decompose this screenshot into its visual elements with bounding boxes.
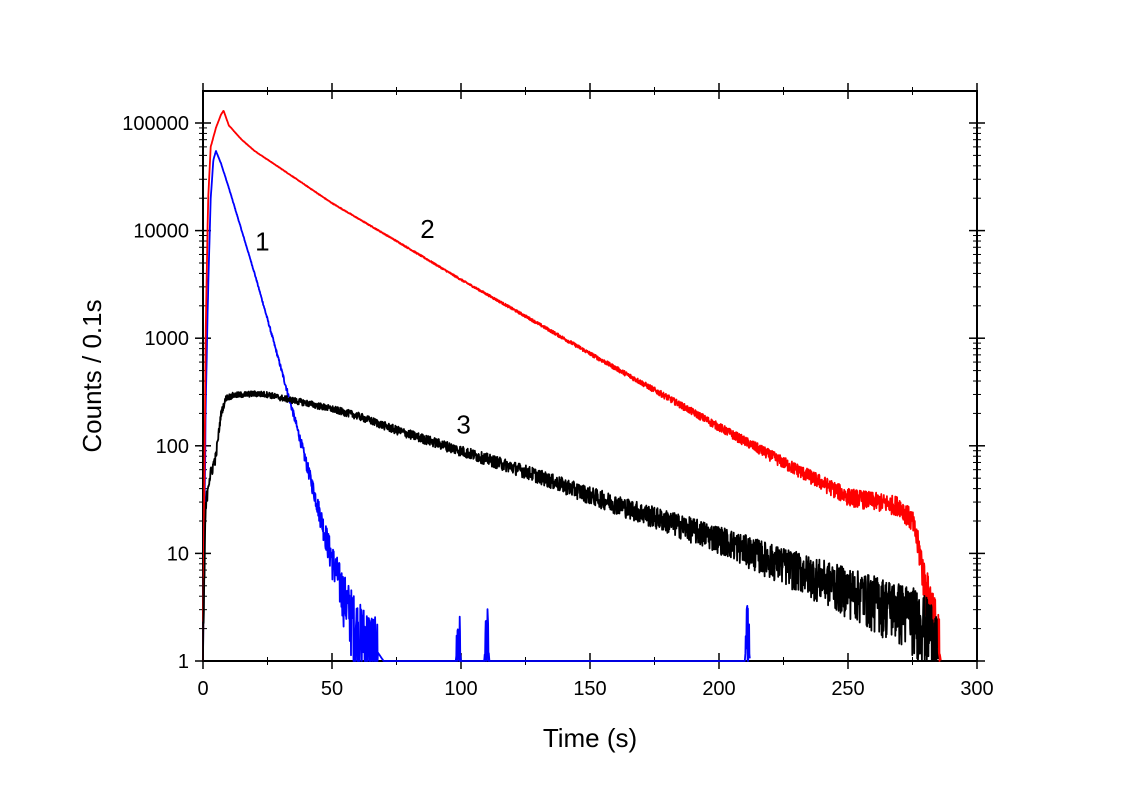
y-tick-label: 10 [167, 543, 189, 565]
series-annotation-3: 3 [456, 410, 470, 440]
y-axis-title: Counts / 0.1s [77, 299, 107, 452]
series-line-3 [202, 390, 939, 662]
series-annotation-1: 1 [255, 227, 269, 257]
x-tick-label: 250 [831, 678, 864, 700]
y-tick-label: 10000 [133, 221, 189, 243]
y-tick-label: 1 [178, 651, 189, 673]
series-line-2 [202, 110, 942, 662]
x-axis-title: Time (s) [543, 723, 637, 753]
x-tick-label: 50 [321, 678, 343, 700]
plot-frame [202, 90, 978, 662]
y-tick-label: 100 [156, 436, 189, 458]
series-annotation-2: 2 [420, 214, 434, 244]
y-tick-label: 1000 [145, 328, 190, 350]
series-line-1 [202, 150, 751, 662]
x-tick-label: 200 [702, 678, 735, 700]
x-tick-label: 300 [960, 678, 993, 700]
y-tick-label: 100000 [122, 113, 189, 135]
x-tick-label: 0 [197, 678, 208, 700]
x-tick-label: 100 [444, 678, 477, 700]
x-tick-label: 150 [573, 678, 606, 700]
